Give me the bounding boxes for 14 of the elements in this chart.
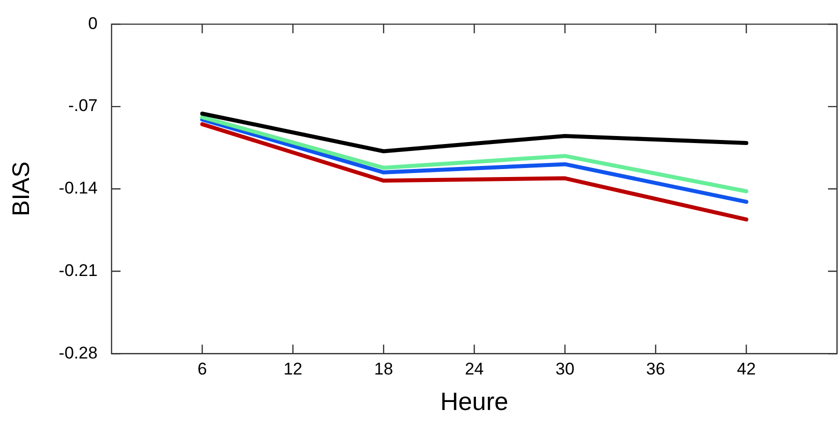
y-tick-label: -0.28	[58, 343, 98, 362]
y-tick-label: -0.21	[58, 260, 98, 280]
x-tick-label: 36	[646, 359, 666, 378]
x-tick-label: 12	[283, 359, 302, 378]
y-tick-label: -0.14	[58, 178, 98, 198]
y-tick-label: -.07	[68, 96, 98, 116]
x-tick-label: 42	[736, 359, 756, 378]
x-tick-label: 24	[464, 359, 484, 378]
x-axis-title: Heure	[440, 388, 508, 416]
y-tick-label: 0	[88, 14, 98, 33]
x-tick-label: 6	[197, 359, 207, 378]
x-tick-label: 18	[374, 359, 394, 378]
x-tick-label: 30	[555, 359, 574, 378]
y-axis-title: BIAS	[8, 162, 36, 216]
